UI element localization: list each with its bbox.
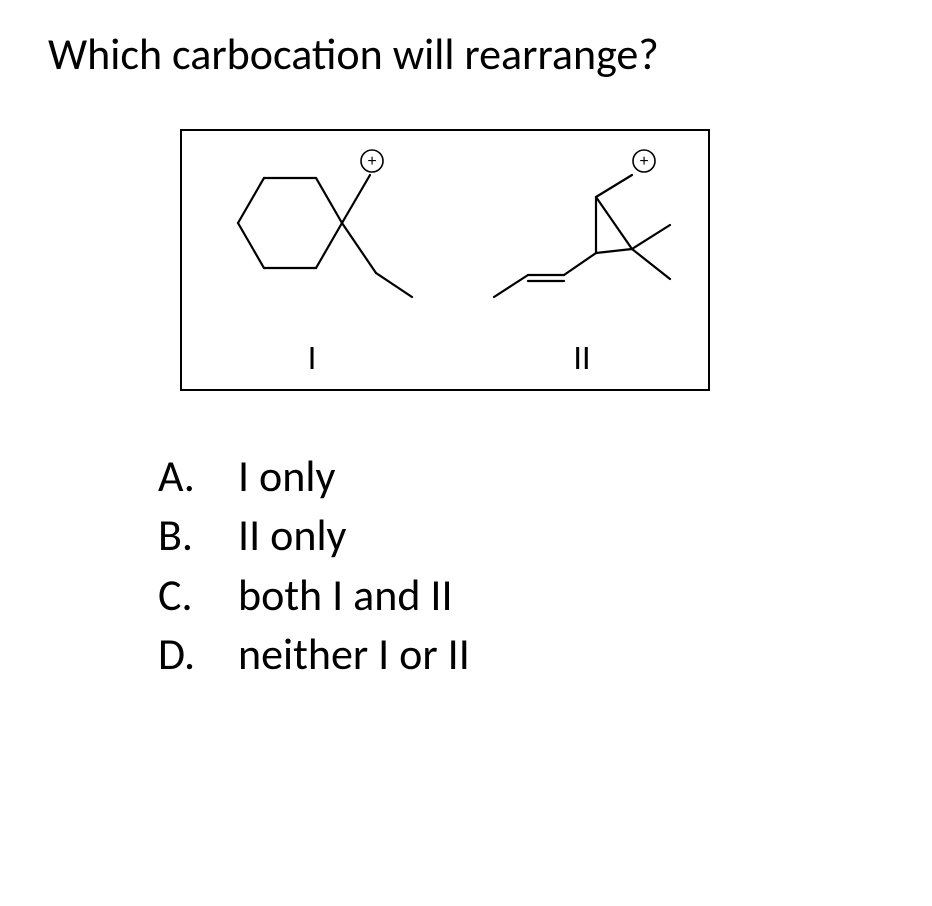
svg-text:+: + [367, 153, 376, 170]
answer-letter: D. [158, 625, 238, 684]
structures-figure: + I + II [180, 129, 710, 391]
answer-letter: A. [158, 447, 238, 506]
plus-charge-icon: + [361, 150, 383, 172]
answer-text: II only [238, 506, 346, 565]
answer-option: B. II only [158, 506, 892, 565]
structures-svg: + I + II [182, 131, 708, 389]
answer-letter: C. [158, 566, 238, 625]
answer-option: D. neither I or II [158, 625, 892, 684]
structure-label: I [308, 338, 317, 379]
answer-option: A. I only [158, 447, 892, 506]
answer-text: I only [238, 447, 335, 506]
svg-text:+: + [639, 153, 648, 170]
answer-text: neither I or II [238, 625, 470, 684]
question-text: Which carbocation will rearrange? [48, 28, 892, 81]
structure-label: II [573, 338, 590, 379]
answer-option: C. both I and II [158, 566, 892, 625]
page: Which carbocation will rearrange? + I + II … [0, 0, 932, 906]
answer-text: both I and II [238, 566, 453, 625]
answer-list: A. I only B. II only C. both I and II D.… [158, 447, 892, 685]
answer-letter: B. [158, 506, 238, 565]
plus-charge-icon: + [633, 150, 655, 172]
